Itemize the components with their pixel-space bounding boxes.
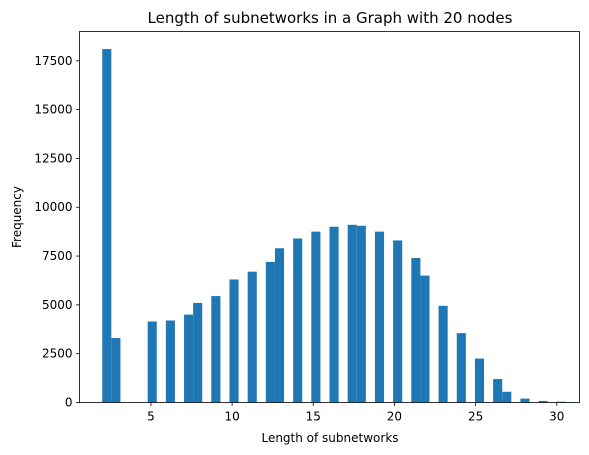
bar-11 [293,238,303,403]
bar-24 [502,391,512,403]
y-tick-label: 0 [65,396,73,410]
y-axis-ticks: 0 2500 5000 7500 10000 12500 15000 17500 [34,54,80,410]
y-tick-label: 2500 [42,347,73,361]
bar-13 [329,226,339,403]
bar-19 [420,275,430,403]
bar-18 [411,258,421,403]
bar-4 [184,314,194,403]
x-tick-label: 25 [468,410,483,424]
bar-2 [147,321,157,403]
y-tick-label: 7500 [42,249,73,263]
bar-0 [102,49,112,403]
x-tick-label: 5 [147,410,155,424]
bars-group [102,49,575,403]
bar-12 [311,231,321,403]
x-tick-label: 10 [224,410,239,424]
bar-16 [374,231,385,403]
bar-20 [438,305,448,403]
bar-15 [356,225,366,403]
bar-21 [456,333,466,403]
x-axis-ticks: 5 10 15 20 25 30 [147,402,564,424]
y-tick-label: 15000 [34,103,72,117]
bar-3 [165,320,175,403]
bar-5 [193,302,203,403]
bar-10 [274,248,285,403]
x-tick-label: 15 [306,410,321,424]
plot-frame [79,31,580,403]
x-tick-label: 30 [549,410,564,424]
bar-22 [474,358,485,403]
chart-title: Length of subnetworks in a Graph with 20… [148,9,513,27]
bar-14 [347,224,357,403]
bar-25 [520,398,530,403]
bar-17 [393,240,403,403]
y-axis-label: Frequency [10,186,24,248]
y-tick-label: 17500 [34,54,72,68]
x-tick-label: 20 [387,410,402,424]
bar-26 [538,400,548,403]
y-tick-label: 10000 [34,200,72,214]
bar-9 [265,261,275,403]
bar-8 [247,271,257,403]
y-tick-label: 12500 [34,151,72,165]
bar-23 [493,379,503,403]
bar-7 [229,279,239,403]
bar-1 [111,338,121,403]
bar-6 [211,296,221,403]
y-tick-label: 5000 [42,298,73,312]
x-axis-label: Length of subnetworks [261,431,398,445]
